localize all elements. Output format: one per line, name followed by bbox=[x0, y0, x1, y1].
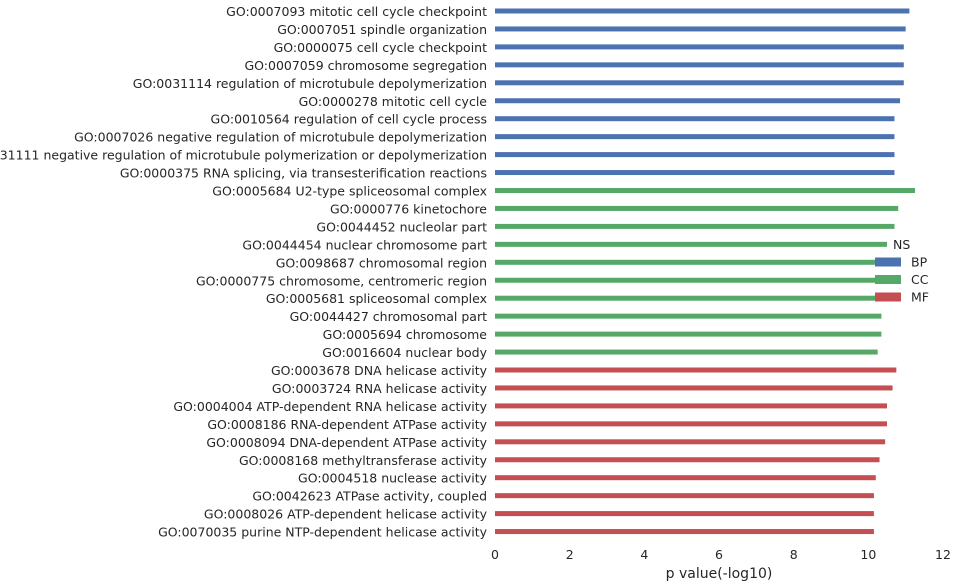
x-axis-ticks: 0 2 4 6 8 10 12 bbox=[491, 547, 951, 562]
x-tick-label: 12 bbox=[935, 547, 951, 562]
bar-cc bbox=[495, 313, 882, 319]
bar-bp bbox=[495, 26, 906, 32]
category-label: GO:0044454 nuclear chromosome part bbox=[242, 237, 487, 252]
category-label: GO:0044427 chromosomal part bbox=[290, 309, 487, 324]
bar-cc bbox=[495, 259, 886, 265]
bar-cc bbox=[495, 331, 882, 337]
category-label: GO:0042623 ATPase activity, coupled bbox=[252, 489, 487, 504]
category-label: GO:0070035 purine NTP-dependent helicase… bbox=[158, 525, 488, 540]
bars-layer bbox=[495, 8, 915, 535]
x-tick-label: 0 bbox=[491, 547, 499, 562]
bar-mf bbox=[495, 493, 874, 499]
bar-mf bbox=[495, 367, 897, 373]
legend-swatch-cc bbox=[875, 275, 901, 284]
category-label: GO:0005681 spliceosomal complex bbox=[266, 291, 487, 306]
bar-cc bbox=[495, 295, 884, 301]
category-label: GO:0004518 nuclease activity bbox=[298, 471, 488, 486]
legend-swatch-bp bbox=[875, 257, 901, 267]
x-axis-label: p value(-log10) bbox=[666, 566, 773, 582]
category-label: GO:0098687 chromosomal region bbox=[276, 255, 487, 270]
category-label: GO:0003724 RNA helicase activity bbox=[272, 381, 488, 396]
bar-bp bbox=[495, 116, 895, 122]
bar-bp bbox=[495, 152, 895, 158]
legend-label-mf: MF bbox=[911, 290, 929, 305]
bar-cc bbox=[495, 223, 895, 229]
bar-bp bbox=[495, 8, 910, 14]
bar-cc bbox=[495, 188, 915, 193]
bar-mf bbox=[495, 403, 887, 409]
category-label: GO:0008168 methyltransferase activity bbox=[239, 453, 488, 468]
legend-title: NS bbox=[893, 237, 910, 252]
x-tick-label: 6 bbox=[715, 547, 723, 562]
bar-mf bbox=[495, 421, 887, 427]
category-labels: GO:0007093 mitotic cell cycle checkpoint… bbox=[0, 4, 488, 540]
bar-mf bbox=[495, 475, 876, 481]
bar-cc bbox=[495, 241, 887, 247]
bar-bp bbox=[495, 134, 895, 140]
category-label: GO:0007059 chromosome segregation bbox=[244, 58, 487, 73]
bar-cc bbox=[495, 349, 878, 355]
category-label: GO:0008186 RNA-dependent ATPase activity bbox=[207, 417, 487, 432]
category-label: GO:0007051 spindle organization bbox=[277, 22, 487, 37]
category-label: GO:0008026 ATP-dependent helicase activi… bbox=[204, 507, 488, 522]
bar-mf bbox=[495, 457, 880, 463]
bar-bp bbox=[495, 44, 904, 50]
x-tick-label: 4 bbox=[640, 547, 648, 562]
category-label: GO:0031111 negative regulation of microt… bbox=[0, 148, 487, 163]
bar-bp bbox=[495, 170, 895, 176]
bar-mf bbox=[495, 439, 886, 445]
category-label: GO:0003678 DNA helicase activity bbox=[271, 363, 488, 378]
category-label: GO:0000776 kinetochore bbox=[330, 201, 487, 216]
category-label: GO:0000375 RNA splicing, via transesteri… bbox=[120, 166, 487, 181]
bar-bp bbox=[495, 62, 904, 68]
bar-cc bbox=[495, 205, 899, 211]
legend: NS BP CC MF bbox=[875, 237, 929, 305]
category-label: GO:0004004 ATP-dependent RNA helicase ac… bbox=[173, 399, 487, 414]
bar-bp bbox=[495, 80, 904, 86]
category-label: GO:0007026 negative regulation of microt… bbox=[74, 130, 487, 145]
category-label: GO:0007093 mitotic cell cycle checkpoint bbox=[226, 4, 487, 19]
bar-mf bbox=[495, 529, 874, 535]
category-label: GO:0010564 regulation of cell cycle proc… bbox=[211, 112, 487, 127]
bar-mf bbox=[495, 385, 893, 391]
legend-swatch-mf bbox=[875, 292, 901, 302]
category-label: GO:0016604 nuclear body bbox=[322, 345, 487, 360]
x-tick-label: 10 bbox=[860, 547, 876, 562]
legend-label-cc: CC bbox=[911, 272, 929, 287]
category-label: GO:0000278 mitotic cell cycle bbox=[299, 94, 488, 109]
x-tick-label: 2 bbox=[566, 547, 574, 562]
category-label: GO:0005684 U2-type spliceosomal complex bbox=[212, 184, 487, 199]
bar-cc bbox=[495, 277, 886, 283]
category-label: GO:0044452 nucleolar part bbox=[316, 219, 487, 234]
category-label: GO:0000075 cell cycle checkpoint bbox=[274, 40, 487, 55]
category-label: GO:0031114 regulation of microtubule dep… bbox=[133, 76, 487, 91]
bar-mf bbox=[495, 511, 874, 517]
category-label: GO:0008094 DNA-dependent ATPase activity bbox=[206, 435, 487, 450]
legend-label-bp: BP bbox=[911, 255, 928, 270]
bar-bp bbox=[495, 98, 901, 104]
x-tick-label: 8 bbox=[790, 547, 798, 562]
category-label: GO:0000775 chromosome, centromeric regio… bbox=[196, 273, 487, 288]
category-label: GO:0005694 chromosome bbox=[323, 327, 488, 342]
